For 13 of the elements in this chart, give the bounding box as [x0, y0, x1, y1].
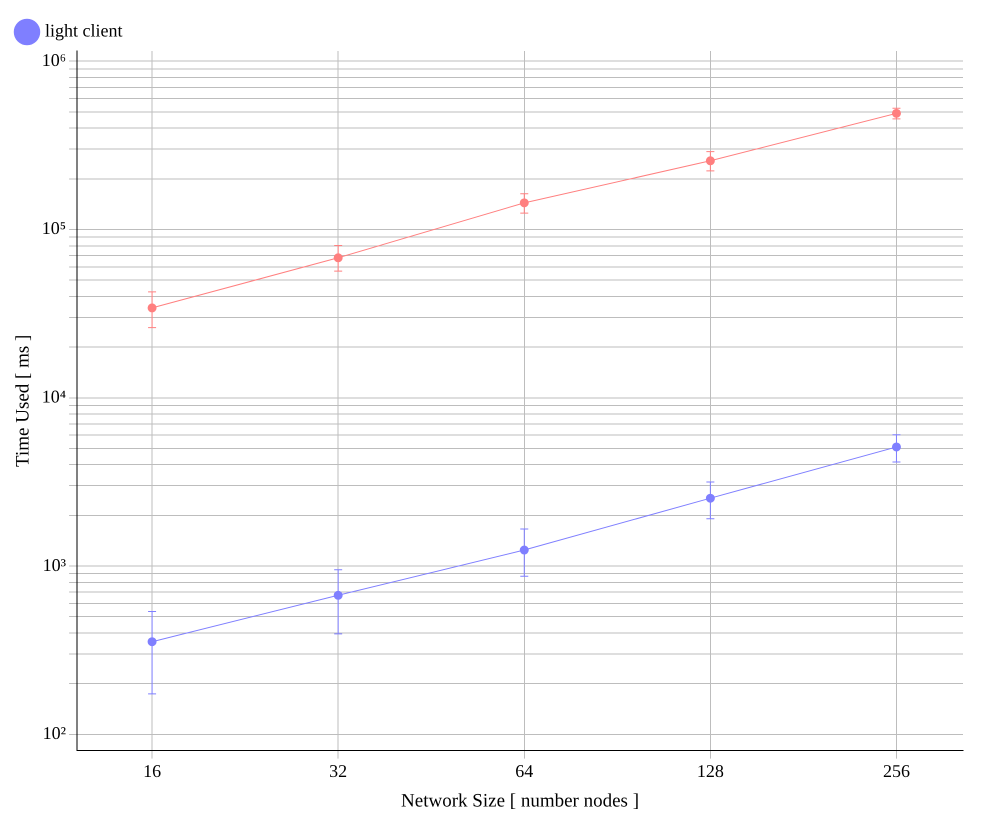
x-tick-label: 128: [696, 761, 724, 782]
y-tick-label: 10³: [42, 554, 67, 575]
x-tick-label: 32: [329, 761, 348, 782]
x-tick-label: 16: [143, 761, 162, 782]
y-tick-label: 10²: [42, 723, 66, 744]
x-tick-label: 256: [882, 761, 910, 782]
y-tick-label: 10⁵: [42, 218, 66, 238]
y-axis-title: Time Used [ ms ]: [12, 334, 34, 467]
x-axis-title: Network Size [ number nodes ]: [401, 790, 640, 812]
legend-label: light client: [45, 20, 122, 41]
x-tick-label: 64: [515, 761, 534, 782]
y-tick-label: 10⁴: [42, 386, 66, 406]
y-tick-label: 10⁶: [42, 50, 66, 70]
